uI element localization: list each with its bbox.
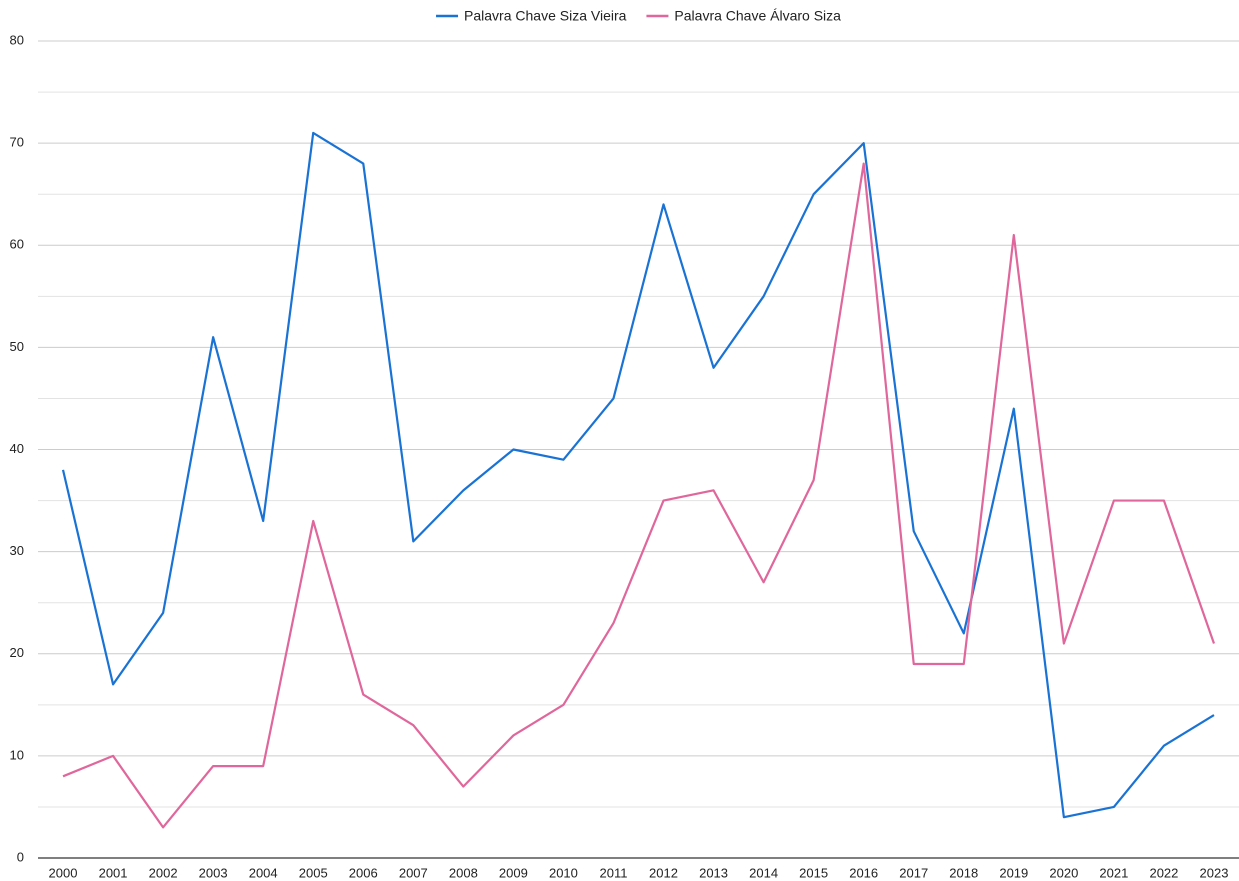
- legend-item: Palavra Chave Siza Vieira: [436, 8, 627, 24]
- y-tick-label: 20: [10, 645, 24, 660]
- y-tick-label: 40: [10, 441, 24, 456]
- grid: 0 10 20 30 40 50 60 70 80 2000 2001 2002 2003 2004 200…: [10, 32, 1239, 880]
- x-tick-label: 2021: [1099, 865, 1128, 880]
- x-tick-label: 2015: [799, 865, 828, 880]
- x-tick-label: 2007: [399, 865, 428, 880]
- y-tick-label: 70: [10, 135, 24, 150]
- x-tick-label: 2002: [149, 865, 178, 880]
- x-tick-label: 2008: [449, 865, 478, 880]
- series-line: [62, 162, 1216, 829]
- legend: Palavra Chave Siza Vieira Palavra Chave Á…: [436, 8, 841, 24]
- x-tick-label: 2013: [699, 865, 728, 880]
- legend-item: Palavra Chave Álvaro Siza: [646, 8, 841, 24]
- x-tick-label: 2003: [199, 865, 228, 880]
- legend-label: Palavra Chave Álvaro Siza: [674, 8, 841, 24]
- x-tick-label: 2019: [999, 865, 1028, 880]
- x-tick-label: 2023: [1200, 865, 1229, 880]
- y-tick-label: 30: [10, 543, 24, 558]
- x-tick-label: 2004: [249, 865, 278, 880]
- y-tick-label: 60: [10, 237, 24, 252]
- y-tick-label: 80: [10, 32, 24, 47]
- y-tick-label: 50: [10, 339, 24, 354]
- x-tick-label: 2001: [99, 865, 128, 880]
- x-tick-label: 2012: [649, 865, 678, 880]
- lines: [61, 131, 1216, 829]
- y-tick-label: 10: [10, 747, 24, 762]
- x-tick-label: 2009: [499, 865, 528, 880]
- x-tick-label: 2022: [1149, 865, 1178, 880]
- x-tick-label: 2011: [599, 865, 627, 880]
- series-line: [61, 131, 1215, 819]
- x-tick-label: 2000: [49, 865, 78, 880]
- x-tick-label: 2020: [1049, 865, 1078, 880]
- x-tick-label: 2014: [749, 865, 778, 880]
- x-tick-label: 2006: [349, 865, 378, 880]
- x-tick-label: 2010: [549, 865, 578, 880]
- y-tick-label: 0: [17, 849, 24, 864]
- legend-label: Palavra Chave Siza Vieira: [464, 8, 627, 24]
- x-tick-label: 2017: [899, 865, 928, 880]
- x-tick-label: 2005: [299, 865, 328, 880]
- x-tick-label: 2016: [849, 865, 878, 880]
- x-tick-label: 2018: [949, 865, 978, 880]
